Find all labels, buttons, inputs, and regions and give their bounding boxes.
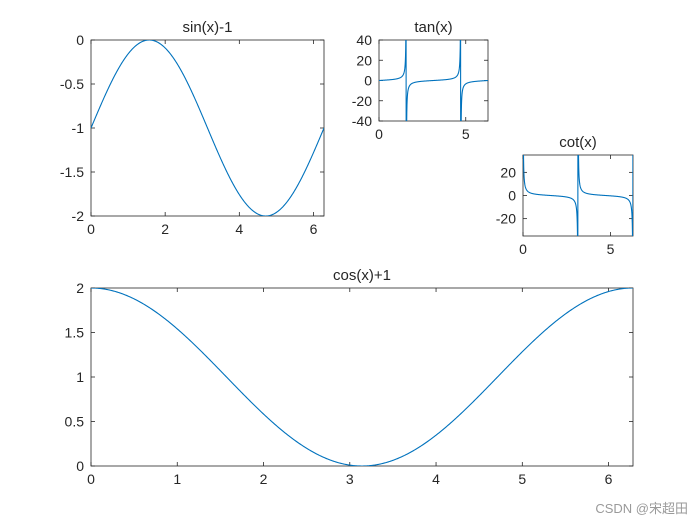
x-tick-label: 4 xyxy=(235,221,243,237)
x-tick-label: 2 xyxy=(260,471,268,487)
y-tick-label: 40 xyxy=(356,32,372,48)
x-tick-label: 6 xyxy=(605,471,613,487)
y-tick-label: 1 xyxy=(76,369,84,385)
x-tick-label: 0 xyxy=(87,471,95,487)
chart-title: tan(x) xyxy=(414,19,452,36)
y-tick-label: -40 xyxy=(352,113,372,129)
y-tick-label: -0.5 xyxy=(60,76,84,92)
y-tick-label: 0 xyxy=(508,188,516,204)
x-tick-label: 2 xyxy=(161,221,169,237)
series-line-cos xyxy=(91,288,633,466)
series-line-cot xyxy=(523,155,633,236)
y-tick-label: -1.5 xyxy=(60,164,84,180)
y-tick-label: 1.5 xyxy=(65,325,85,341)
x-tick-label: 4 xyxy=(432,471,440,487)
x-tick-label: 6 xyxy=(310,221,318,237)
x-tick-label: 0 xyxy=(87,221,95,237)
axes-sin: 0 2 4 6 0 -0.5 -1 -1.5 -2 sin(x)-1 xyxy=(60,19,325,237)
watermark: CSDN @宋超田 xyxy=(595,501,688,516)
y-tick-label: 0 xyxy=(76,458,84,474)
y-tick-label: -2 xyxy=(72,208,85,224)
axes-cos: 0 1 2 3 4 5 6 2 1.5 1 0.5 0 cos(x)+1 xyxy=(65,267,634,487)
chart-title: cos(x)+1 xyxy=(333,267,391,284)
x-tick-label: 0 xyxy=(375,126,383,142)
x-tick-label: 3 xyxy=(346,471,354,487)
x-tick-label: 5 xyxy=(518,471,526,487)
x-tick-label: 1 xyxy=(173,471,181,487)
y-tick-label: -20 xyxy=(496,211,516,227)
y-tick-label: 20 xyxy=(356,52,372,68)
y-tick-label: 2 xyxy=(76,280,84,296)
axes-tan: 0 5 40 20 0 -20 -40 tan(x) xyxy=(352,19,489,142)
y-tick-label: 0 xyxy=(364,73,372,89)
y-tick-label: 0 xyxy=(76,32,84,48)
x-tick-label: 5 xyxy=(462,126,470,142)
y-tick-label: -1 xyxy=(72,120,85,136)
y-tick-label: 0.5 xyxy=(65,414,85,430)
series-line-sin xyxy=(91,40,324,216)
y-tick-label: 20 xyxy=(500,164,516,180)
x-tick-label: 5 xyxy=(607,241,615,257)
plot-box xyxy=(90,287,634,467)
chart-title: cot(x) xyxy=(559,134,597,151)
chart-title: sin(x)-1 xyxy=(182,19,232,36)
series-line-tan xyxy=(379,40,488,121)
y-tick-label: -20 xyxy=(352,93,372,109)
x-tick-label: 0 xyxy=(519,241,527,257)
